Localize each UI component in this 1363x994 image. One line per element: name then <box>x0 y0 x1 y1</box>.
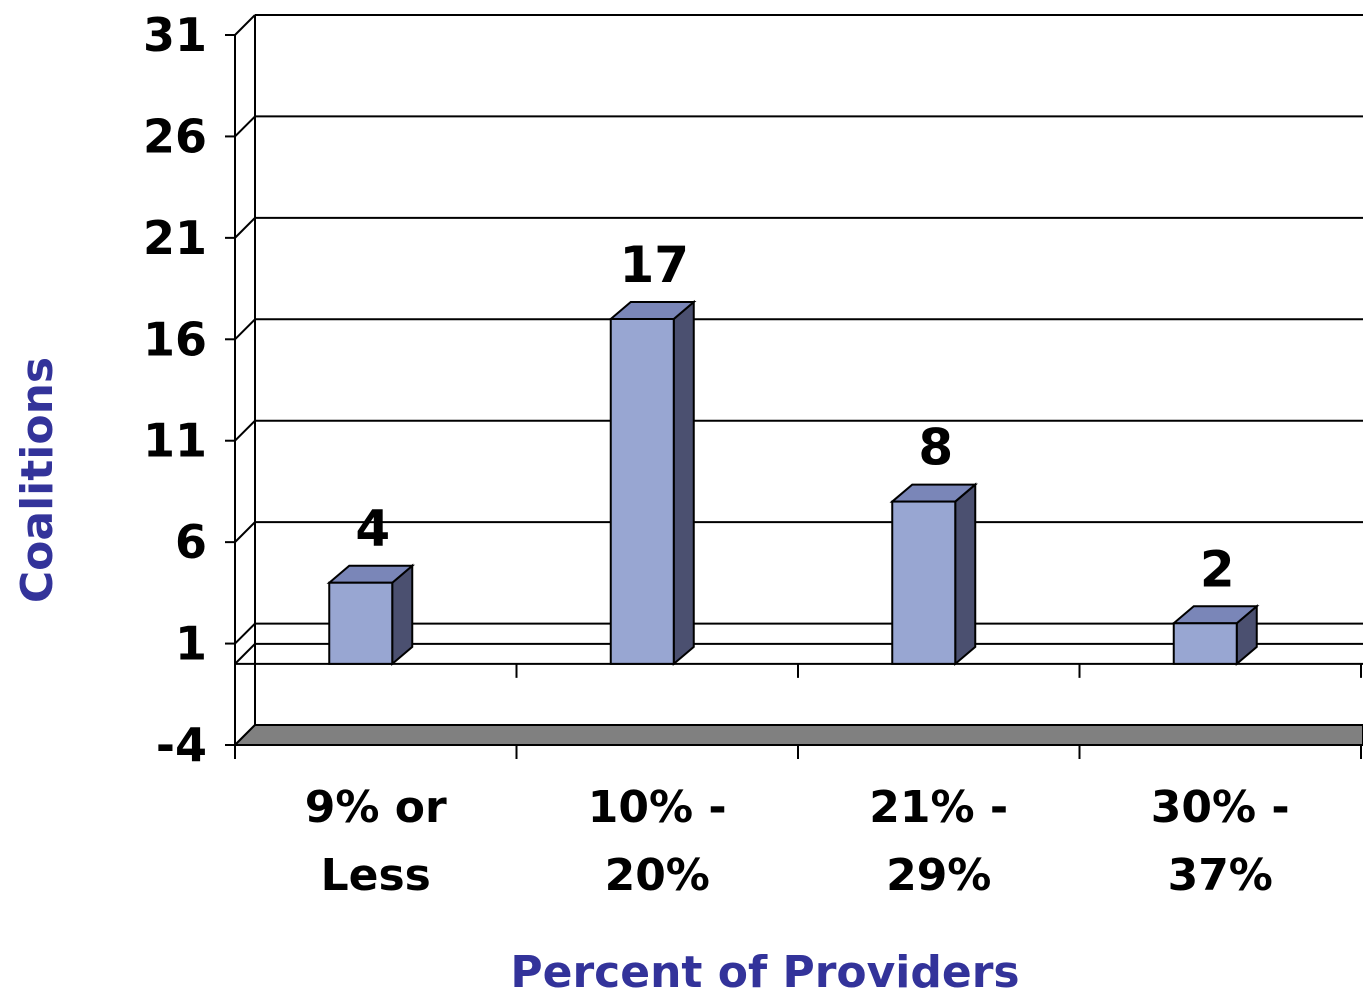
y-axis-title: Coalitions <box>12 357 63 603</box>
bars <box>326 299 1260 667</box>
x-tick-label-line: 10% - <box>588 782 727 833</box>
y-tick-label: 16 <box>143 312 207 366</box>
bar <box>1171 604 1260 667</box>
bar <box>889 482 978 667</box>
zero-axis-diagonal <box>234 643 256 665</box>
x-tick-label-line: 30% - <box>1151 782 1290 833</box>
bar-side <box>954 482 977 667</box>
data-label: 2 <box>1200 540 1235 598</box>
x-tick-label-line: 21% - <box>869 782 1008 833</box>
y-tick-label: -4 <box>156 718 207 772</box>
x-tick-label-line: 20% <box>605 850 710 901</box>
y-tick-label: 26 <box>143 109 207 163</box>
bar-front <box>1172 622 1238 665</box>
y-tick-label: 11 <box>143 414 207 468</box>
floor-top <box>232 724 1363 746</box>
gridline-diagonal <box>234 420 256 442</box>
bar <box>326 563 415 667</box>
gridline-diagonal <box>234 318 256 340</box>
labels: 4 17 8 2 9% or Less 10% - 20% 21% - 29% 30% - 37% <box>305 236 1290 901</box>
gridline-diagonal <box>234 521 256 543</box>
x-tick-label-line: 37% <box>1168 850 1273 901</box>
x-tick-label-line: 29% <box>886 850 991 901</box>
x-tick-label-line: 9% or <box>305 782 447 833</box>
data-label: 8 <box>918 419 953 477</box>
x-tick-label: 10% - 20% <box>588 782 727 901</box>
y-tick-label: 6 <box>175 515 207 569</box>
x-tick-label: 30% - 37% <box>1151 782 1290 901</box>
x-tick-label: 21% - 29% <box>869 782 1008 901</box>
x-tick-label: 9% or Less <box>305 782 447 901</box>
gridline-diagonal <box>234 217 256 239</box>
bar-front <box>328 581 394 665</box>
bar-side <box>672 299 695 667</box>
bar-front <box>891 500 957 665</box>
gridline-diagonal <box>234 622 256 645</box>
y-tick-label: 1 <box>175 617 207 671</box>
bar-front <box>609 318 675 665</box>
axes: 31 26 21 16 11 6 1 -4 <box>143 8 1363 772</box>
data-label: 17 <box>619 236 689 294</box>
y-tick-label: 21 <box>143 211 207 265</box>
y-tick-label: 31 <box>143 8 207 62</box>
gridline-diagonal <box>234 115 256 138</box>
bar <box>608 299 697 667</box>
x-axis-title: Percent of Providers <box>510 947 1019 994</box>
x-tick-label-line: Less <box>321 850 431 901</box>
data-label: 4 <box>355 500 390 558</box>
chart-floor <box>232 724 1363 746</box>
gridline-diagonal <box>234 14 256 36</box>
